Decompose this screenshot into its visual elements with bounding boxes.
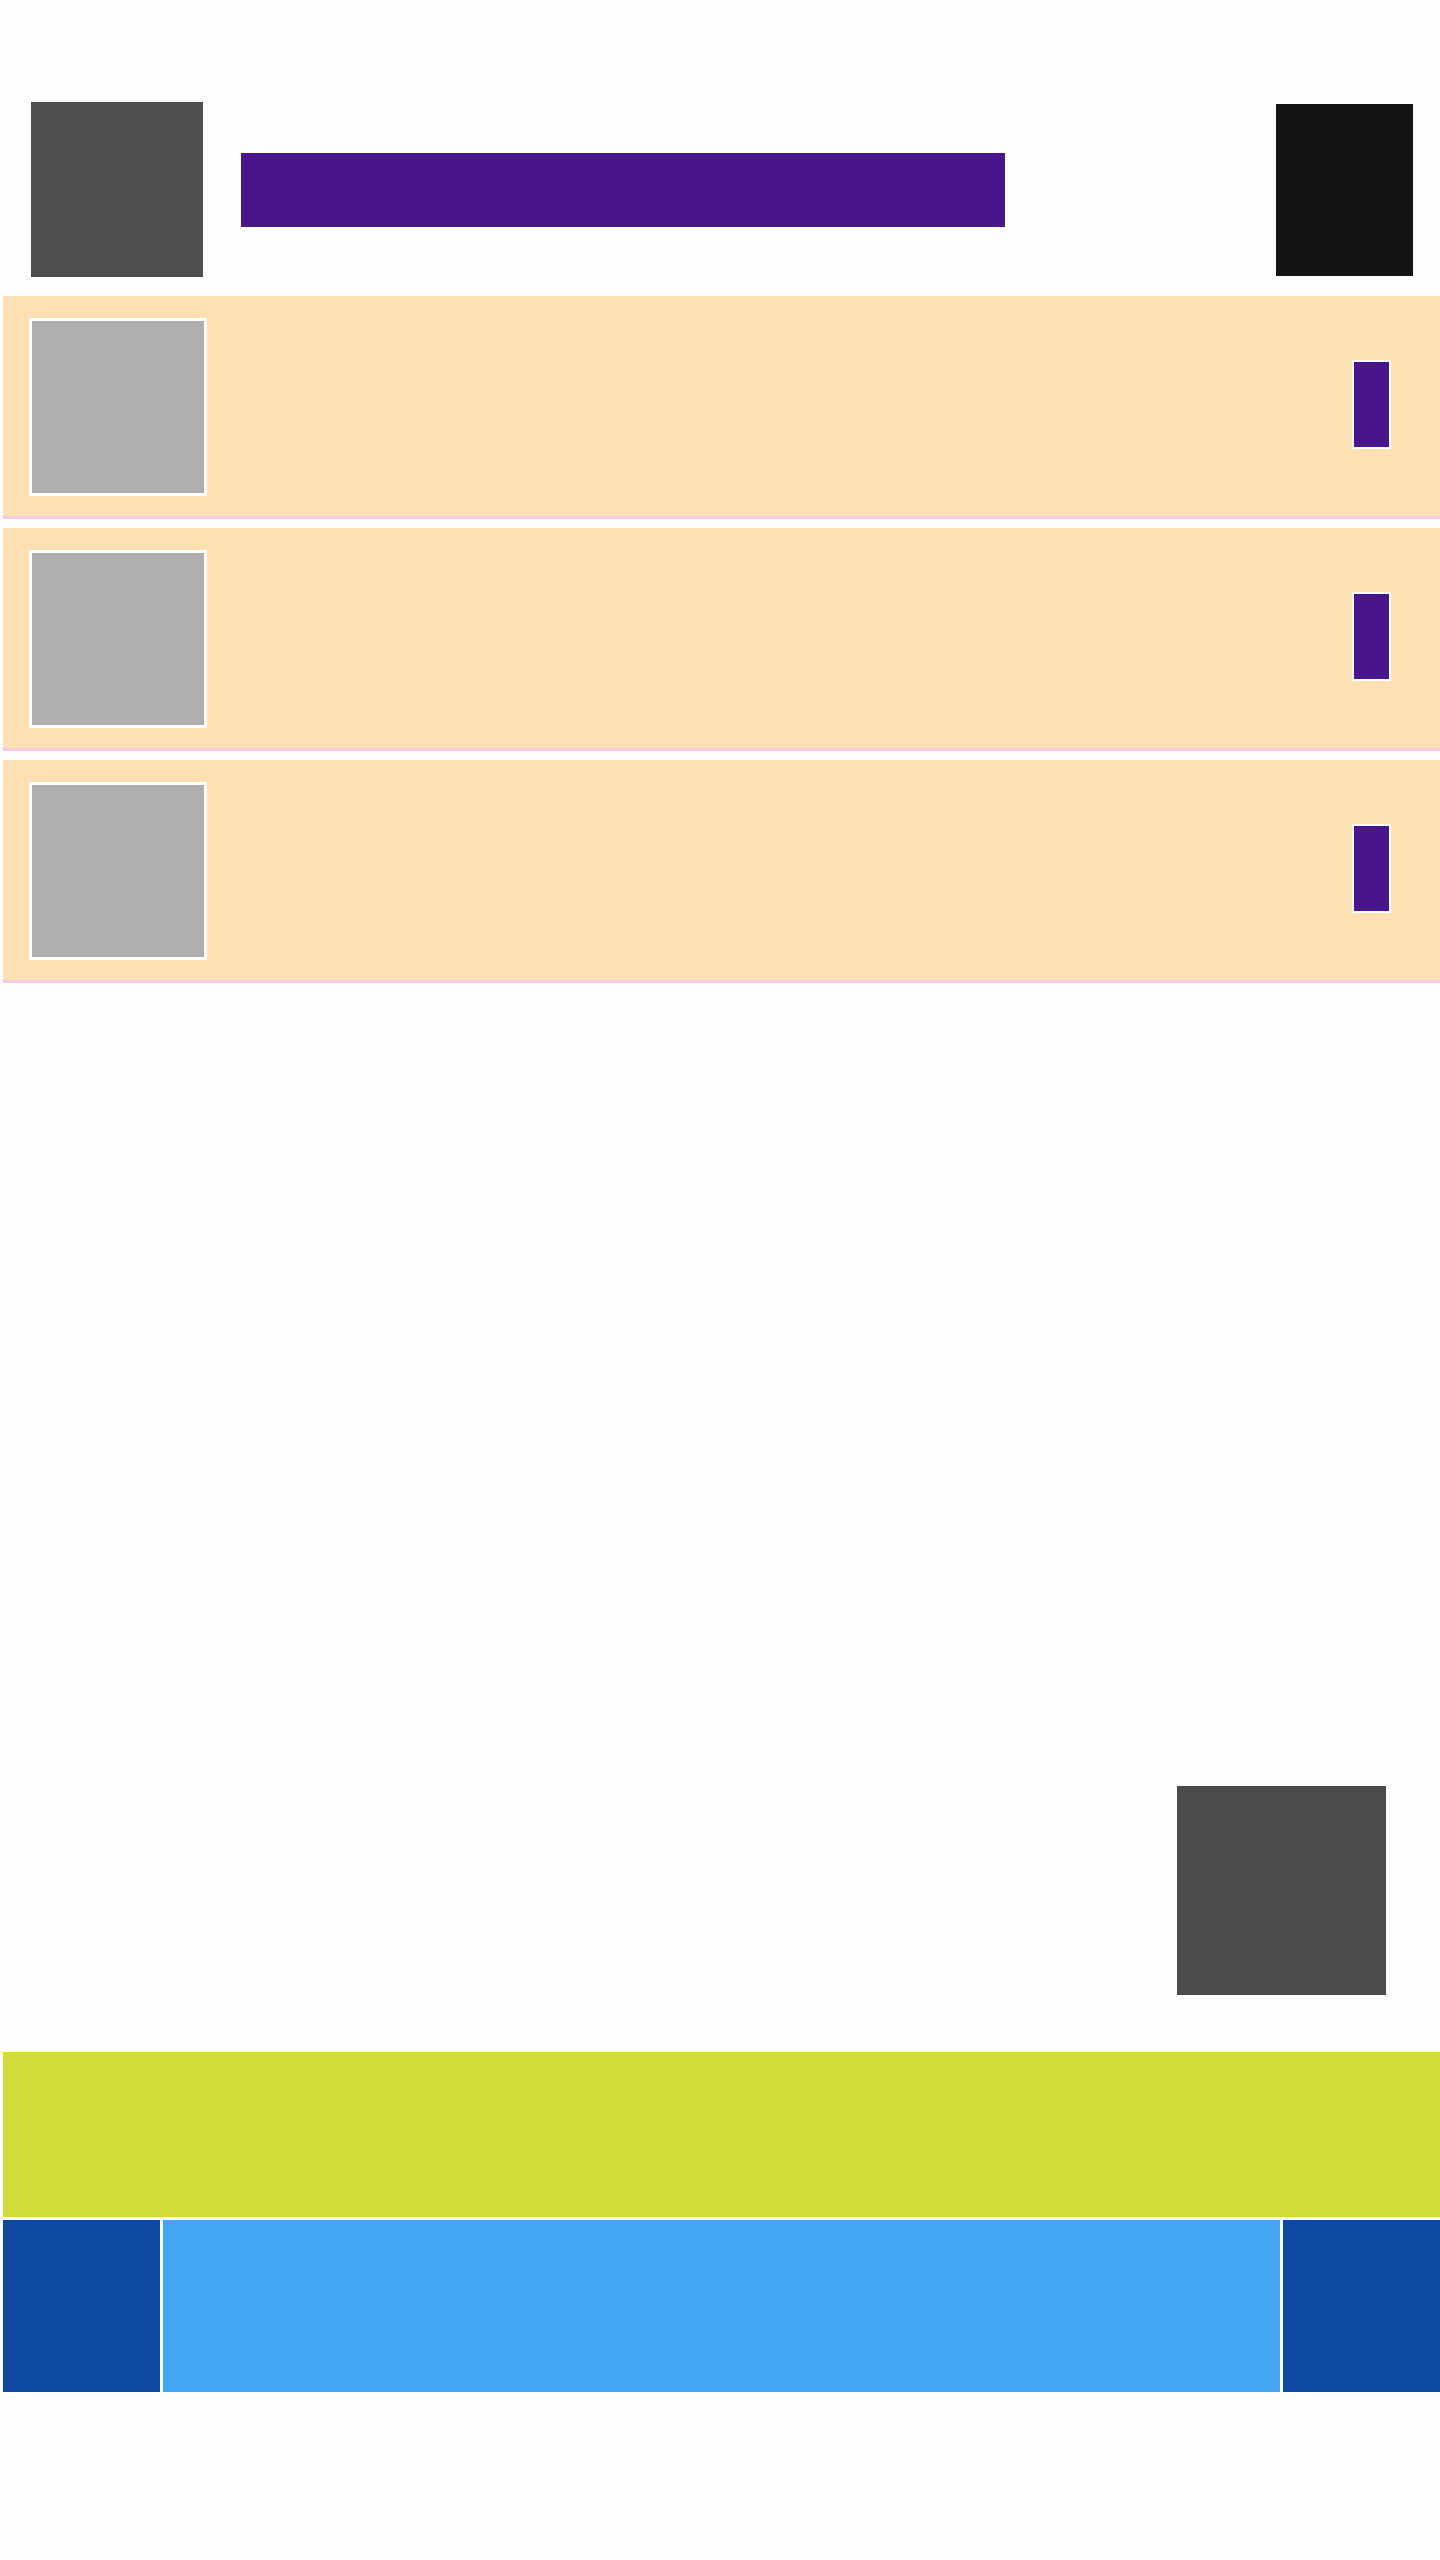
page-title xyxy=(241,153,1005,227)
header-right-button-label xyxy=(1276,104,1413,276)
bottom-nav-right-button[interactable] xyxy=(1283,2220,1440,2392)
list-item-thumbnail xyxy=(29,318,207,496)
list-item-label xyxy=(243,618,1243,658)
list-item-thumbnail-alt xyxy=(32,553,204,725)
banner[interactable] xyxy=(3,2052,1440,2217)
bottom-nav-right-label xyxy=(1283,2220,1440,2392)
page-title-text xyxy=(241,153,1005,227)
header-left-button[interactable] xyxy=(31,102,203,277)
banner-text xyxy=(3,2052,1440,2217)
list-item-action-button[interactable] xyxy=(1352,592,1391,681)
header xyxy=(0,0,1440,290)
list-item-action-button[interactable] xyxy=(1352,360,1391,449)
list-item-thumbnail xyxy=(29,550,207,728)
floating-action-button[interactable] xyxy=(1177,1786,1386,1995)
list-item-thumbnail xyxy=(29,782,207,960)
bottom-nav-center-label xyxy=(163,2220,1280,2392)
list-item-label xyxy=(243,386,1243,426)
item-list xyxy=(0,296,1440,992)
bottom-nav-left-label xyxy=(3,2220,160,2392)
list-item[interactable] xyxy=(3,760,1440,983)
list-item-thumbnail-alt xyxy=(32,321,204,493)
header-left-button-label xyxy=(31,102,203,277)
list-item-action-button[interactable] xyxy=(1352,824,1391,913)
bottom-nav-left-button[interactable] xyxy=(3,2220,160,2392)
bottom-nav-center-button[interactable] xyxy=(163,2220,1280,2392)
floating-action-button-label xyxy=(1177,1786,1386,1995)
list-item[interactable] xyxy=(3,296,1440,519)
list-item-label xyxy=(243,850,1243,890)
header-right-button[interactable] xyxy=(1276,104,1413,276)
list-item[interactable] xyxy=(3,528,1440,751)
list-item-thumbnail-alt xyxy=(32,785,204,957)
